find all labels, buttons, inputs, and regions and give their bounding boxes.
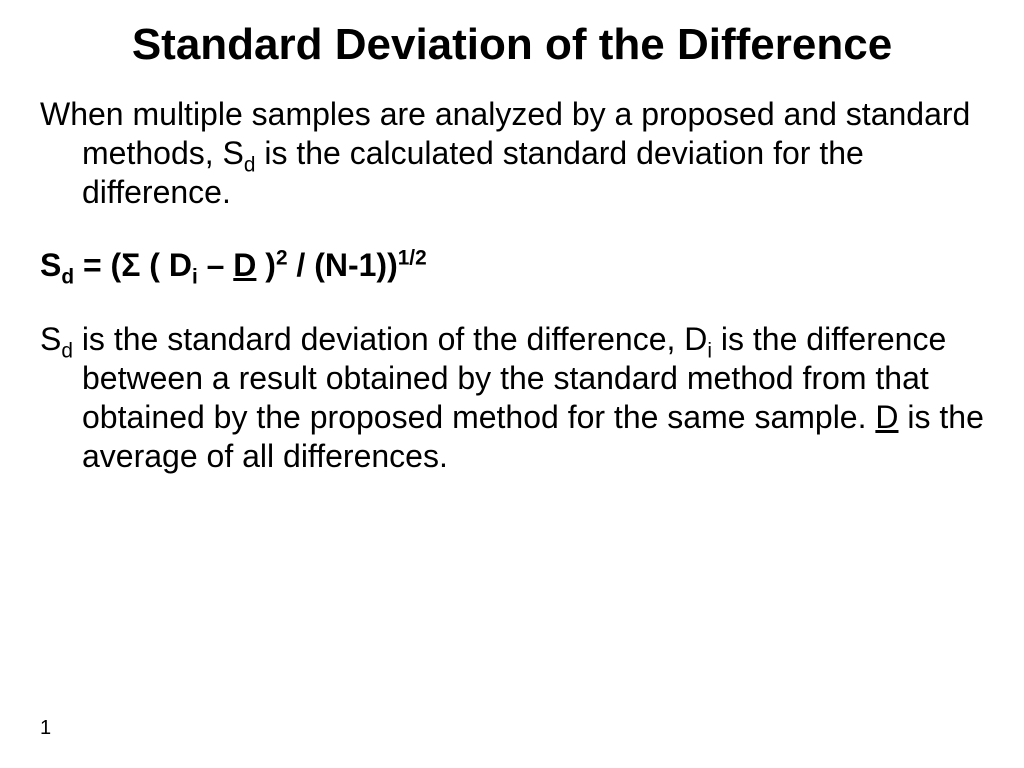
formula-sub-d: d — [61, 265, 74, 288]
definition-paragraph: Sd is the standard deviation of the diff… — [82, 320, 984, 476]
formula-sup-2: 2 — [276, 246, 288, 269]
para1-sub-d: d — [244, 153, 256, 176]
slide-title: Standard Deviation of the Difference — [40, 20, 984, 71]
formula-close: ) — [256, 247, 276, 283]
formula-eq-open: = ( — [74, 247, 121, 283]
formula-sup-half: 1/2 — [398, 246, 427, 269]
page-number: 1 — [40, 717, 51, 740]
para2-text-2: is the standard deviation of the differe… — [73, 321, 707, 357]
formula-open-d: ( D — [140, 247, 192, 283]
para2-d-bar: D — [875, 399, 898, 435]
intro-paragraph: When multiple samples are analyzed by a … — [82, 95, 984, 212]
para2-sub-d: d — [61, 339, 73, 362]
formula-d-bar: D — [233, 247, 256, 283]
para2-text-1: S — [40, 321, 61, 357]
formula-minus: – — [198, 247, 234, 283]
sigma-symbol: Σ — [121, 247, 140, 283]
formula-line: Sd = (Σ ( Di – D )2 / (N-1))1/2 — [40, 246, 984, 284]
formula-div-n: / (N-1)) — [288, 247, 398, 283]
formula-s: S — [40, 247, 61, 283]
